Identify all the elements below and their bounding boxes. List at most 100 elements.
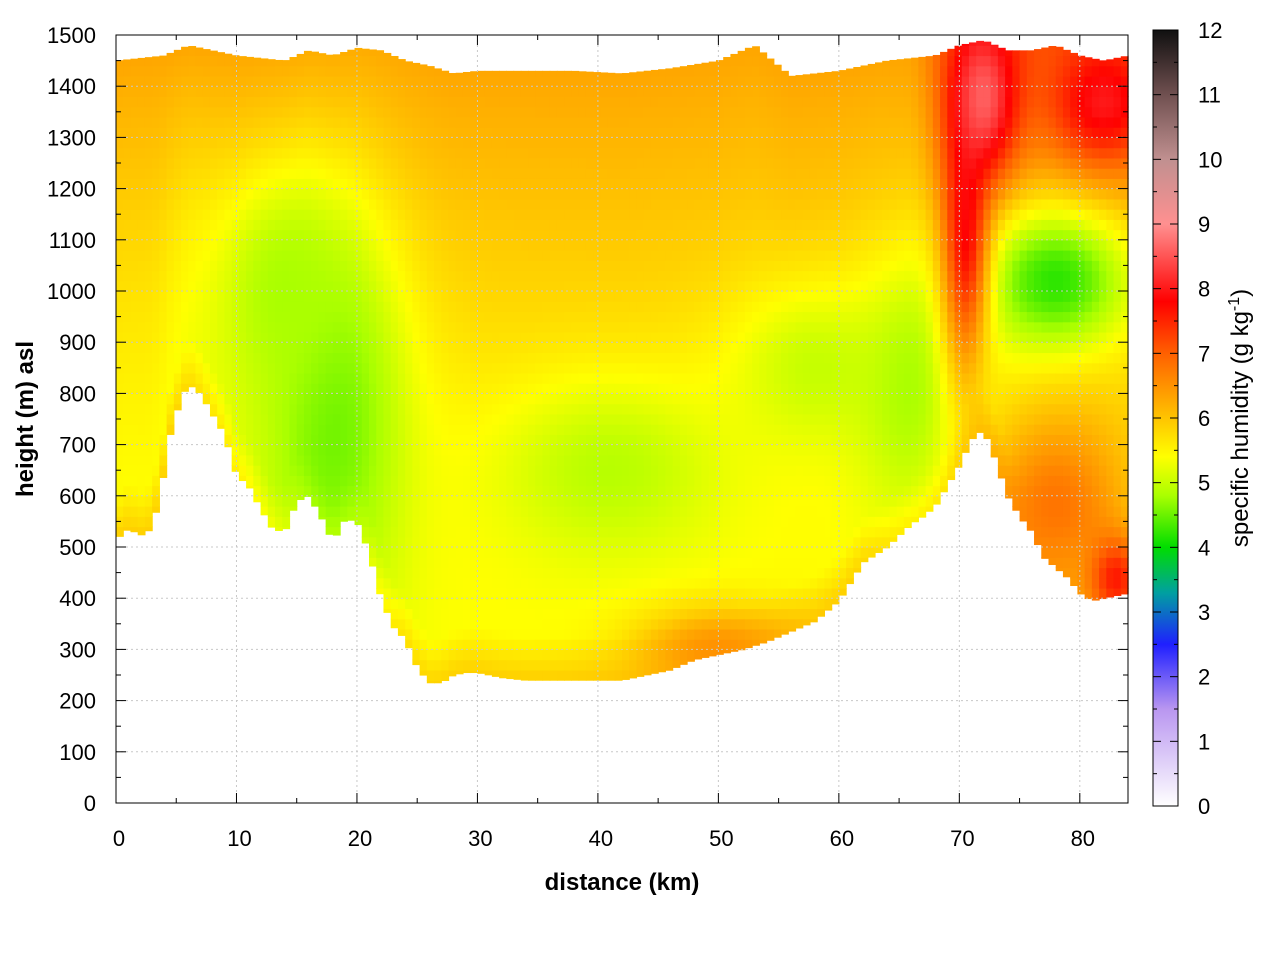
heat-cell bbox=[665, 383, 674, 394]
heat-cell bbox=[629, 147, 638, 159]
heat-cell bbox=[144, 485, 153, 497]
heat-cell bbox=[144, 465, 153, 476]
heat-cell bbox=[462, 557, 471, 569]
heat-cell bbox=[412, 372, 421, 384]
heat-cell bbox=[296, 188, 305, 200]
heat-cell bbox=[354, 424, 363, 435]
heat-cell bbox=[528, 587, 536, 599]
heat-cell bbox=[730, 280, 739, 292]
heat-cell bbox=[571, 96, 580, 108]
heat-cell bbox=[412, 362, 421, 374]
heat-cell bbox=[528, 178, 536, 190]
heat-cell bbox=[744, 608, 753, 620]
heat-cell bbox=[267, 465, 276, 476]
heat-cell bbox=[303, 168, 312, 179]
heat-cell bbox=[737, 434, 746, 446]
heat-cell bbox=[159, 331, 168, 343]
heat-cell bbox=[513, 557, 522, 569]
heat-cell bbox=[144, 75, 153, 87]
heat-cell bbox=[484, 618, 493, 630]
heat-cell bbox=[593, 587, 601, 599]
heat-cell bbox=[405, 485, 413, 497]
heat-cell bbox=[376, 506, 385, 517]
heat-cell bbox=[231, 137, 240, 149]
heat-cell bbox=[672, 229, 681, 241]
heat-cell bbox=[354, 250, 363, 261]
heat-cell bbox=[202, 250, 211, 261]
heat-cell bbox=[195, 311, 204, 323]
heat-cell bbox=[275, 485, 283, 497]
heat-cell bbox=[520, 250, 529, 261]
heat-cell bbox=[412, 239, 421, 251]
heat-cell bbox=[116, 219, 124, 231]
heat-cell bbox=[462, 618, 471, 630]
heat-cell bbox=[636, 127, 645, 138]
heat-cell bbox=[412, 188, 421, 200]
heat-cell bbox=[195, 352, 204, 364]
heat-cell bbox=[231, 96, 240, 108]
heat-cell bbox=[224, 383, 233, 394]
heat-cell bbox=[513, 86, 522, 98]
heat-cell bbox=[679, 393, 688, 405]
heat-cell bbox=[593, 577, 601, 589]
heat-cell bbox=[781, 628, 789, 635]
heat-cell bbox=[672, 526, 681, 538]
heat-cell bbox=[766, 424, 775, 435]
heat-cell bbox=[535, 106, 544, 118]
heat-cell bbox=[549, 301, 558, 313]
heat-cell bbox=[455, 188, 464, 200]
heat-cell bbox=[434, 659, 442, 671]
heat-cell bbox=[405, 96, 413, 108]
heat-cell bbox=[484, 291, 493, 302]
heat-cell bbox=[571, 413, 580, 425]
heat-cell bbox=[238, 475, 247, 482]
heat-cell bbox=[759, 557, 768, 569]
heat-cell bbox=[542, 434, 551, 446]
heat-cell bbox=[491, 526, 500, 538]
heat-cell bbox=[564, 178, 572, 190]
heat-cell bbox=[513, 178, 522, 190]
heat-cell bbox=[116, 475, 124, 487]
heat-cell bbox=[405, 86, 413, 98]
heat-cell bbox=[246, 270, 254, 282]
heat-cell bbox=[535, 475, 544, 487]
heat-cell bbox=[643, 628, 652, 640]
heat-cell bbox=[462, 669, 471, 674]
heat-cell bbox=[542, 444, 551, 456]
heat-cell bbox=[708, 639, 717, 650]
heat-cell bbox=[564, 321, 572, 333]
heat-cell bbox=[282, 75, 291, 87]
heat-cell bbox=[788, 567, 797, 579]
heat-cell bbox=[253, 86, 262, 98]
heat-cell bbox=[123, 424, 132, 435]
heat-cell bbox=[441, 506, 450, 517]
heat-cell bbox=[672, 475, 681, 487]
heat-cell bbox=[116, 291, 124, 302]
heat-cell bbox=[282, 65, 291, 77]
heat-cell bbox=[448, 86, 457, 98]
heat-cell bbox=[397, 526, 406, 538]
heat-cell bbox=[405, 424, 413, 435]
heat-cell bbox=[535, 311, 544, 323]
heat-cell bbox=[542, 669, 551, 681]
heat-cell bbox=[556, 557, 565, 569]
heat-cell bbox=[296, 331, 305, 343]
heat-cell bbox=[202, 352, 211, 364]
heat-cell bbox=[781, 260, 789, 272]
heat-cell bbox=[455, 250, 464, 261]
heat-cell bbox=[491, 311, 500, 323]
heat-cell bbox=[781, 465, 789, 476]
heat-cell bbox=[701, 424, 710, 435]
heat-cell bbox=[477, 137, 486, 149]
heat-cell bbox=[217, 280, 226, 292]
heat-cell bbox=[679, 659, 688, 665]
heat-cell bbox=[361, 393, 370, 405]
heat-cell bbox=[390, 587, 399, 599]
heat-cell bbox=[506, 649, 515, 661]
heat-cell bbox=[752, 137, 760, 149]
heat-cell bbox=[376, 444, 385, 456]
heat-cell bbox=[383, 52, 392, 57]
heat-cell bbox=[788, 362, 797, 374]
heat-cell bbox=[585, 577, 594, 589]
heat-cell bbox=[650, 127, 659, 138]
